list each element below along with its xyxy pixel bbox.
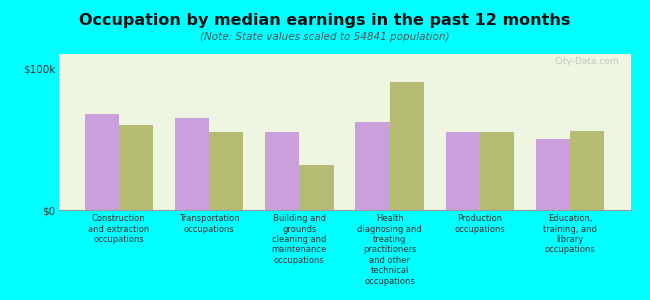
Bar [119,125,153,210]
Bar [570,130,604,210]
Bar [300,165,333,210]
Text: (Note: State values scaled to 54841 population): (Note: State values scaled to 54841 popu… [200,32,450,41]
Text: City-Data.com: City-Data.com [554,57,619,66]
Bar [84,114,119,210]
Bar [265,132,300,210]
Bar [446,132,480,210]
Bar [389,82,424,210]
Bar [175,118,209,210]
Bar [536,139,570,210]
Bar [209,132,243,210]
Bar [356,122,389,210]
Text: Occupation by median earnings in the past 12 months: Occupation by median earnings in the pas… [79,14,571,28]
Bar [480,132,514,210]
